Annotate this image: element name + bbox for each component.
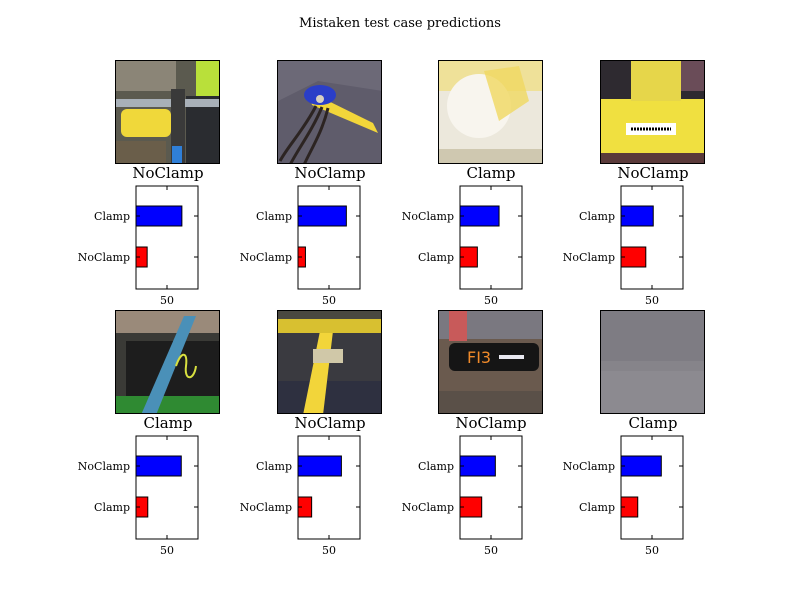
bar [135, 205, 183, 227]
axes-frame [620, 185, 684, 290]
bar [297, 455, 342, 477]
bar [459, 455, 496, 477]
image-label: Clamp [628, 414, 678, 432]
bar [297, 205, 347, 227]
cable-with-blue-cap-photo [277, 60, 382, 164]
svg-text:FI3: FI3 [467, 348, 491, 367]
bar [620, 455, 662, 477]
x-tick-label: 50 [645, 544, 659, 557]
axes-frame [135, 435, 199, 540]
image-label: NoClamp [617, 164, 689, 182]
x-tick-label: 50 [160, 544, 174, 557]
y-tick-label: NoClamp [563, 251, 615, 264]
y-tick-label: Clamp [256, 210, 292, 223]
y-tick-label: Clamp [94, 210, 130, 223]
image-label: NoClamp [455, 414, 527, 432]
y-tick-label: Clamp [256, 460, 292, 473]
bar [135, 455, 182, 477]
x-tick-label: 50 [645, 294, 659, 307]
y-tick-label: NoClamp [402, 501, 454, 514]
axes-frame [620, 435, 684, 540]
y-tick-label: NoClamp [78, 460, 130, 473]
image-label: NoClamp [294, 164, 366, 182]
axes-frame [297, 435, 361, 540]
y-tick-label: Clamp [418, 251, 454, 264]
x-tick-label: 50 [160, 294, 174, 307]
image-label: Clamp [466, 164, 516, 182]
black-pipe-with-strap-photo [115, 310, 220, 414]
y-tick-label: NoClamp [240, 501, 292, 514]
x-tick-label: 50 [322, 294, 336, 307]
gravel-ground-photo [600, 310, 705, 414]
image-label: Clamp [143, 414, 193, 432]
y-tick-label: Clamp [418, 460, 454, 473]
axes-frame [459, 185, 523, 290]
axes-frame [297, 185, 361, 290]
yellow-pipe-fitting-photo [600, 60, 705, 164]
x-tick-label: 50 [484, 544, 498, 557]
y-tick-label: Clamp [94, 501, 130, 514]
y-tick-label: NoClamp [240, 251, 292, 264]
image-label: NoClamp [294, 414, 366, 432]
y-tick-label: Clamp [579, 501, 615, 514]
yellow-pipe-in-trench-photo [277, 310, 382, 414]
blurry-yellow-pipe-photo [438, 60, 543, 164]
marked-black-pipe-photo: FI3 [438, 310, 543, 414]
y-tick-label: NoClamp [78, 251, 130, 264]
y-tick-label: NoClamp [563, 460, 615, 473]
yellow-pipe-with-strap-photo [115, 60, 220, 164]
y-tick-label: NoClamp [402, 210, 454, 223]
axes-frame [135, 185, 199, 290]
bar [620, 205, 654, 227]
figure-title: Mistaken test case predictions [299, 16, 501, 31]
x-tick-label: 50 [484, 294, 498, 307]
y-tick-label: Clamp [579, 210, 615, 223]
bar [459, 205, 500, 227]
x-tick-label: 50 [322, 544, 336, 557]
axes-frame [459, 435, 523, 540]
image-label: NoClamp [132, 164, 204, 182]
